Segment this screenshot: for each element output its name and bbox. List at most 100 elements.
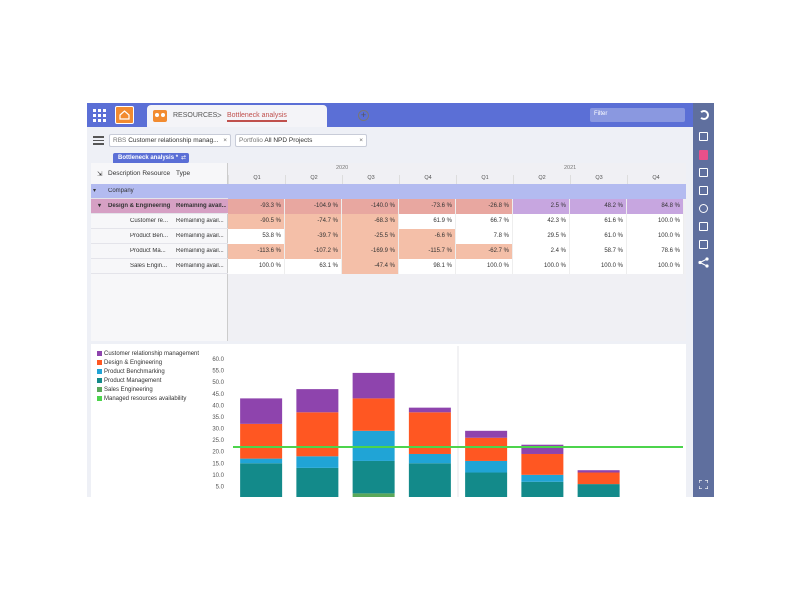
add-tab-button[interactable]: + (358, 110, 369, 121)
delete-icon[interactable] (698, 149, 709, 160)
bar-segment[interactable] (296, 456, 339, 468)
collapse-icon[interactable]: ⇲ (97, 171, 103, 178)
app-logo-icon[interactable] (698, 109, 709, 120)
apps-grid-icon[interactable] (87, 103, 111, 127)
table-cell[interactable]: -39.7 % (285, 229, 342, 244)
bar-segment[interactable] (521, 444, 564, 454)
legend-item[interactable]: Product Management (97, 378, 199, 387)
home-icon[interactable] (115, 106, 134, 124)
breadcrumb-resources[interactable]: RESOURCES (173, 112, 218, 119)
legend-item[interactable]: Sales Engineering (97, 387, 199, 396)
table-cell[interactable]: 100.0 % (627, 259, 684, 274)
table-cell[interactable]: 100.0 % (513, 259, 570, 274)
table-cell[interactable]: -115.7 % (399, 244, 456, 259)
table-cell[interactable]: 7.8 % (456, 229, 513, 244)
table-cell[interactable]: 63.1 % (285, 259, 342, 274)
bar-segment[interactable] (521, 474, 564, 482)
bar-segment[interactable] (352, 398, 395, 431)
table-cell[interactable]: 2.5 % (513, 199, 570, 214)
table-cell[interactable]: -90.5 % (228, 214, 285, 229)
table-cell[interactable]: 100.0 % (456, 259, 513, 274)
table-cell[interactable]: -73.6 % (399, 199, 456, 214)
view-tab-bottleneck[interactable]: Bottleneck analysis * (113, 153, 184, 163)
table-cell[interactable]: 61.6 % (570, 214, 627, 229)
table-cell[interactable]: 53.8 % (228, 229, 285, 244)
table-row[interactable]: Product Ben... Remaining avail... (91, 229, 228, 244)
bar-segment[interactable] (577, 484, 620, 497)
table-cell[interactable]: -74.7 % (285, 214, 342, 229)
filter-input[interactable]: Filter (590, 108, 685, 122)
table-cell[interactable]: -26.8 % (456, 199, 513, 214)
table-cell[interactable]: 61.0 % (570, 229, 627, 244)
table-cell[interactable]: -68.3 % (342, 214, 399, 229)
bar-segment[interactable] (352, 493, 395, 497)
bar-segment[interactable] (296, 467, 339, 497)
table-row[interactable]: Sales Engin... Remaining avail... (91, 259, 228, 274)
table-cell[interactable]: -62.7 % (456, 244, 513, 259)
legend-item[interactable]: Product Benchmarking (97, 369, 199, 378)
table-cell[interactable]: -47.4 % (342, 259, 399, 274)
rbs-filter-chip[interactable]: RBS Customer relationship manag... × (109, 134, 231, 147)
header-type[interactable]: Type (176, 170, 191, 177)
table-row[interactable]: Company ▾ (91, 184, 228, 199)
table-cell[interactable]: 48.2 % (570, 199, 627, 214)
table-cell[interactable]: 84.8 % (627, 199, 684, 214)
excel-icon[interactable] (698, 185, 709, 196)
bar-segment[interactable] (240, 463, 283, 497)
table-cell[interactable]: 58.7 % (570, 244, 627, 259)
bar-segment[interactable] (408, 453, 451, 464)
calendar-icon[interactable] (698, 221, 709, 232)
bar-segment[interactable] (521, 481, 564, 497)
table-cell[interactable]: 66.7 % (456, 214, 513, 229)
table-cell[interactable]: -113.6 % (228, 244, 285, 259)
bar-segment[interactable] (240, 458, 283, 464)
tab-bottleneck-analysis[interactable]: RESOURCES > Bottleneck analysis + (147, 105, 369, 127)
table-cell[interactable]: 29.5 % (513, 229, 570, 244)
legend-item[interactable]: Customer relationship management (97, 351, 199, 360)
bar-segment[interactable] (352, 372, 395, 399)
bar-segment[interactable] (577, 472, 620, 485)
bar-segment[interactable] (465, 437, 508, 461)
table-row[interactable]: Design & Engineering Remaining avail... ▾ (91, 199, 228, 214)
bar-segment[interactable] (240, 398, 283, 424)
view-options-icon[interactable]: ⇄ (178, 153, 189, 163)
table-cell[interactable]: 100.0 % (570, 259, 627, 274)
table-cell[interactable]: 100.0 % (228, 259, 285, 274)
bar-segment[interactable] (352, 430, 395, 461)
bar-segment[interactable] (465, 430, 508, 438)
close-icon[interactable]: × (223, 137, 227, 144)
expand-toggle-icon[interactable]: ▾ (98, 203, 102, 209)
grid-settings-icon[interactable] (93, 134, 104, 145)
bar-segment[interactable] (408, 407, 451, 413)
bar-segment[interactable] (465, 460, 508, 473)
bar-segment[interactable] (296, 389, 339, 413)
bar-segment[interactable] (521, 453, 564, 475)
table-cell[interactable]: 61.9 % (399, 214, 456, 229)
table-cell[interactable]: 2.4 % (513, 244, 570, 259)
bar-segment[interactable] (408, 463, 451, 497)
legend-item[interactable]: Managed resources availability (97, 396, 199, 405)
table-cell[interactable]: -104.9 % (285, 199, 342, 214)
table-cell[interactable]: 100.0 % (627, 229, 684, 244)
table-cell[interactable]: 42.3 % (513, 214, 570, 229)
gallery-icon[interactable] (698, 167, 709, 178)
table-cell[interactable]: 98.1 % (399, 259, 456, 274)
legend-item[interactable]: Design & Engineering (97, 360, 199, 369)
table-cell[interactable]: -93.3 % (228, 199, 285, 214)
table-cell[interactable]: -25.5 % (342, 229, 399, 244)
currency-icon[interactable] (698, 203, 709, 214)
table-row[interactable]: Customer re... Remaining avail... (91, 214, 228, 229)
table-cell[interactable]: 78.6 % (627, 244, 684, 259)
bar-segment[interactable] (240, 423, 283, 459)
table-cell[interactable]: 100.0 % (627, 214, 684, 229)
table-row[interactable]: Product Ma... Remaining avail... (91, 244, 228, 259)
fullscreen-icon[interactable] (698, 479, 709, 490)
header-description[interactable]: Description Resource (108, 170, 171, 177)
save-icon[interactable] (698, 131, 709, 142)
bar-segment[interactable] (465, 472, 508, 497)
portfolio-filter-chip[interactable]: Portfolio All NPD Projects × (235, 134, 367, 147)
table-cell[interactable]: -169.9 % (342, 244, 399, 259)
breadcrumb-current[interactable]: Bottleneck analysis (227, 112, 287, 122)
bar-segment[interactable] (296, 412, 339, 457)
bar-segment[interactable] (352, 460, 395, 494)
